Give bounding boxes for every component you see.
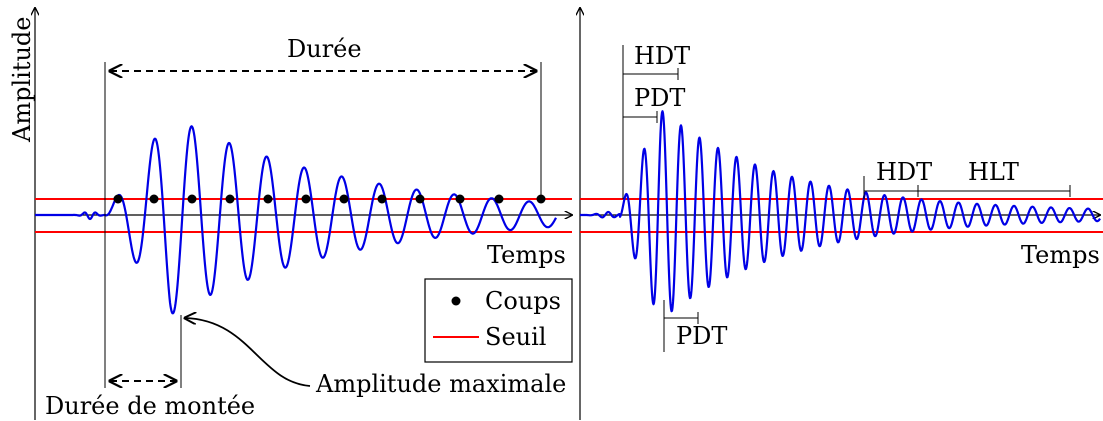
- pdt-bottom-label: PDT: [676, 322, 727, 350]
- legend-box: [424, 278, 573, 363]
- hit-dot-1: [113, 194, 123, 204]
- hdt-right-label: HDT: [876, 158, 932, 186]
- hit-dot-10: [455, 194, 465, 204]
- legend-coups-marker: [451, 296, 461, 306]
- right-waveform: [579, 110, 1101, 313]
- amplitude-max-pointer: [185, 318, 311, 387]
- hit-dot-4: [225, 194, 235, 204]
- amplitude-axis-label: Amplitude: [8, 17, 36, 143]
- hit-dot-6: [301, 194, 311, 204]
- duree-montee-label: Durée de montée: [45, 392, 255, 420]
- legend-seuil-label: Seuil: [485, 323, 546, 351]
- hit-dot-5: [263, 194, 273, 204]
- hit-dots: [113, 194, 546, 204]
- amplitude-max-label: Amplitude maximale: [315, 370, 566, 398]
- hit-dot-2: [149, 194, 159, 204]
- duree-label: Durée: [287, 35, 362, 63]
- pdt-top-label: PDT: [634, 84, 685, 112]
- hit-dot-9: [415, 194, 425, 204]
- temps-right-label: Temps: [1021, 241, 1100, 269]
- hit-dot-3: [187, 194, 197, 204]
- right-panel: Temps HDT PDT PDT HDT HLT: [580, 8, 1103, 420]
- temps-left-label: Temps: [487, 241, 566, 269]
- legend-coups-label: Coups: [485, 287, 561, 315]
- hlt-label: HLT: [968, 158, 1019, 186]
- hit-dot-11: [494, 194, 504, 204]
- hdt-top-label: HDT: [634, 42, 690, 70]
- legend: Coups Seuil: [424, 278, 573, 363]
- hit-dot-8: [377, 194, 387, 204]
- left-panel: Amplitude Temps Durée Durée de montée Am…: [8, 8, 572, 420]
- hit-dot-7: [339, 194, 349, 204]
